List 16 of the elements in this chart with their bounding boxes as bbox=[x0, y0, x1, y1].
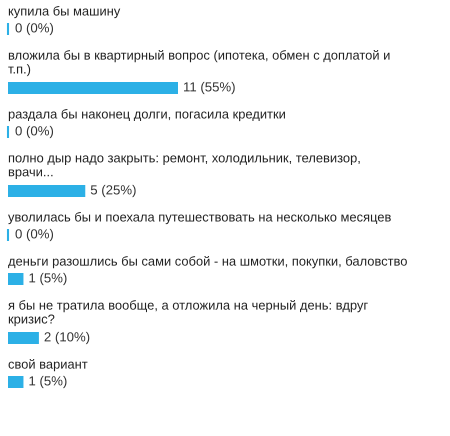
y-tick-label: свой вариант bbox=[8, 359, 88, 372]
data-label: 1 (5%) bbox=[29, 272, 66, 286]
y-tick-label: деньги разошлись бы сами собой - на шмотки, покупки, баловство bbox=[8, 256, 407, 268]
data-label: 5 (25%) bbox=[90, 184, 136, 198]
y-tick-label: вложила бы в квартирный вопрос (ипотека, обмен с доплатой и т.п.) bbox=[8, 50, 390, 76]
data-label: 1 (5%) bbox=[29, 376, 66, 388]
y-tick-label: раздала бы наконец долги, погасила кредитки bbox=[8, 109, 285, 122]
data-label: 11 (55%) bbox=[184, 82, 235, 94]
data-label: 2 (10%) bbox=[44, 332, 90, 344]
y-tick-label: я бы не тратила вообще, а отложила на черный день: вдруг кризис? bbox=[8, 300, 368, 326]
y-tick-label: полно дыр надо закрыть: ремонт, холодильник, телевизор, врачи... bbox=[8, 155, 360, 179]
data-label: 0 (0%) bbox=[16, 126, 54, 138]
data-label: 0 (0%) bbox=[16, 22, 54, 36]
y-tick-label: уволилась бы и поехала путешествовать на несколько месяцев bbox=[8, 212, 391, 224]
data-label: 0 (0%) bbox=[16, 228, 54, 242]
y-tick-label: купила бы машину bbox=[8, 6, 120, 18]
